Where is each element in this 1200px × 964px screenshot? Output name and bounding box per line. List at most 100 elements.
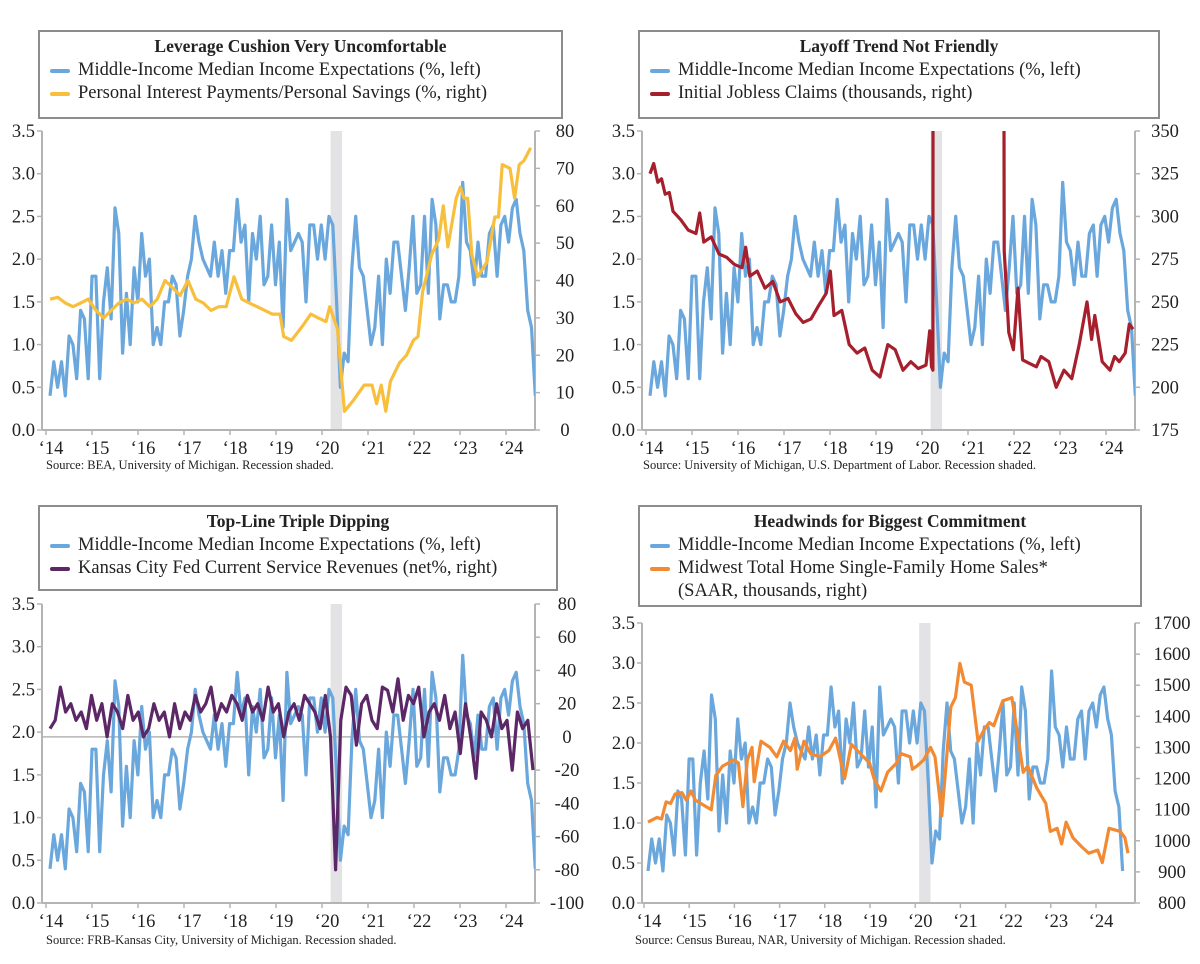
right-tick-label: -40: [555, 794, 580, 814]
legend-label: Middle-Income Median Income Expectations…: [678, 535, 1081, 555]
right-tick-label: 350: [1151, 122, 1179, 142]
left-tick-label: 0.5: [12, 378, 35, 398]
right-axis-series-line: [647, 661, 1130, 865]
left-tick-label: 1.0: [12, 336, 35, 356]
right-tick-label: 1200: [1154, 770, 1191, 790]
left-tick-label: 0.5: [12, 851, 35, 871]
right-tick-label: 1400: [1154, 707, 1191, 727]
legend-label-continued: (SAAR, thousands, right): [678, 581, 868, 601]
x-tick-label: ‘21: [361, 439, 386, 459]
right-tick-label: 225: [1151, 336, 1179, 356]
legend-label: Middle-Income Median Income Expectations…: [78, 60, 481, 80]
x-tick-label: ‘15: [85, 912, 110, 932]
left-tick-label: 3.0: [612, 654, 635, 674]
left-tick-label: 0.0: [12, 421, 35, 441]
left-tick-label: 0.5: [612, 854, 635, 874]
x-tick-label: ‘17: [777, 439, 802, 459]
left-tick-label: 3.5: [12, 122, 35, 142]
right-tick-label: 300: [1151, 207, 1179, 227]
x-tick-label: ‘15: [682, 912, 707, 932]
x-tick-label: ‘23: [1053, 439, 1078, 459]
right-tick-label: 1100: [1154, 801, 1190, 821]
legend-item: Middle-Income Median Income Expectations…: [50, 59, 551, 82]
right-tick-label: 175: [1151, 421, 1179, 441]
right-tick-label: 80: [556, 122, 575, 142]
x-tick-label: ‘16: [731, 439, 756, 459]
source-note: Source: University of Michigan, U.S. Dep…: [643, 458, 1036, 472]
right-tick-label: 275: [1151, 250, 1179, 270]
x-tick-label: ‘16: [131, 439, 156, 459]
x-tick-label: ‘22: [1007, 439, 1032, 459]
left-tick-label: 2.0: [12, 250, 35, 270]
right-tick-label: 40: [558, 661, 577, 681]
legend-label: Middle-Income Median Income Expectations…: [78, 535, 481, 555]
left-tick-label: 2.5: [12, 680, 35, 700]
chart-plot: 0.0 0.5 1.0 1.5 2.0 2.5 3.0 3.5 0 10 20 30 40 50 60 70 8…: [12, 122, 575, 459]
chart-title: Leverage Cushion Very Uncomfortable: [154, 36, 447, 56]
right-tick-label: -20: [555, 761, 580, 781]
right-tick-label: 20: [558, 695, 577, 715]
right-tick-label: 200: [1151, 378, 1179, 398]
chart-panel-headwinds: 0.0 0.5 1.0 1.5 2.0 2.5 3.0 3.5 800 900 1000 1100 12…: [600, 475, 1200, 957]
chart-plot: 0.0 0.5 1.0 1.5 2.0 2.5 3.0 3.5 800 900 1000 1100 12…: [612, 614, 1191, 932]
right-tick-label: 1600: [1154, 645, 1191, 665]
x-tick-label: ‘18: [223, 439, 248, 459]
x-tick-label: ‘16: [131, 912, 156, 932]
income-expectations-line: [48, 653, 535, 871]
legend-item: Middle-Income Median Income Expectations…: [50, 534, 546, 557]
right-tick-label: 900: [1158, 863, 1186, 883]
legend-box: Top-Line Triple Dipping Middle-Income Me…: [38, 505, 558, 591]
right-tick-label: 60: [556, 197, 575, 217]
legend-swatch: [650, 91, 670, 96]
left-tick-label: 0.5: [612, 378, 635, 398]
chart-panel-top-line: 0.0 0.5 1.0 1.5 2.0 2.5 3.0 3.5 -100 -80 -60 -40 -20…: [0, 475, 600, 957]
x-tick-label: ‘23: [1043, 912, 1068, 932]
x-tick-label: ‘18: [823, 439, 848, 459]
legend-item: Personal Interest Payments/Personal Savi…: [50, 82, 551, 105]
left-tick-label: 1.5: [612, 293, 635, 313]
legend-box: Headwinds for Biggest Commitment Middle-…: [638, 505, 1142, 607]
x-tick-label: ‘17: [177, 439, 202, 459]
right-axis-series-line: [648, 131, 1135, 389]
legend-item: Initial Jobless Claims (thousands, right…: [650, 82, 1148, 105]
left-tick-label: 3.0: [612, 165, 635, 185]
income-expectations-line: [648, 180, 1135, 398]
x-tick-label: ‘19: [863, 912, 888, 932]
x-tick-label: ‘21: [961, 439, 986, 459]
source-note: Source: BEA, University of Michigan. Rec…: [46, 458, 334, 472]
right-tick-label: 20: [556, 346, 575, 366]
right-tick-label: 250: [1151, 293, 1179, 313]
right-tick-label: 1500: [1154, 676, 1191, 696]
x-tick-label: ‘20: [315, 439, 340, 459]
left-tick-label: 1.0: [612, 336, 635, 356]
right-tick-label: 50: [556, 234, 575, 254]
right-tick-label: 0: [560, 421, 569, 441]
chart-panel-layoff-trend: 0.0 0.5 1.0 1.5 2.0 2.5 3.0 3.5 175 200 225 250 275 3…: [600, 0, 1200, 482]
legend-swatch: [650, 543, 670, 548]
left-tick-label: 2.0: [612, 734, 635, 754]
income-expectations-line: [48, 180, 535, 398]
left-tick-label: 2.0: [12, 723, 35, 743]
legend-label: Midwest Total Home Single-Family Home Sa…: [678, 558, 1048, 578]
right-tick-label: -80: [555, 861, 580, 881]
x-tick-label: ‘22: [998, 912, 1023, 932]
legend-swatch: [50, 543, 70, 548]
x-tick-label: ‘17: [177, 912, 202, 932]
chart-title: Layoff Trend Not Friendly: [799, 36, 999, 56]
x-tick-label: ‘22: [407, 439, 432, 459]
x-tick-label: ‘14: [637, 912, 662, 932]
source-note: Source: FRB-Kansas City, University of M…: [46, 933, 397, 947]
x-tick-label: ‘23: [453, 439, 478, 459]
x-tick-label: ‘15: [85, 439, 110, 459]
right-tick-label: 70: [556, 159, 575, 179]
legend-box: Leverage Cushion Very Uncomfortable Midd…: [38, 30, 563, 119]
right-tick-label: 1700: [1154, 614, 1191, 634]
x-tick-label: ‘23: [453, 912, 478, 932]
left-tick-label: 2.0: [612, 250, 635, 270]
x-tick-label: ‘22: [407, 912, 432, 932]
right-tick-label: 1300: [1154, 738, 1191, 758]
x-tick-label: ‘16: [727, 912, 752, 932]
x-tick-label: ‘17: [772, 912, 797, 932]
right-axis-series-line: [49, 147, 533, 413]
right-tick-label: 30: [556, 309, 575, 329]
